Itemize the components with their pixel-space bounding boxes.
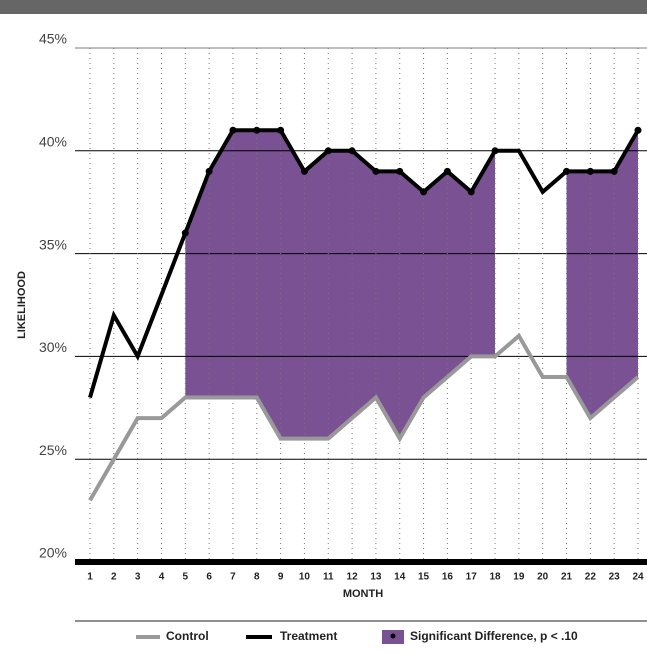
x-tick-label: 12 <box>347 572 359 583</box>
x-tick-label: 4 <box>159 572 165 583</box>
legend-label: Treatment <box>280 629 337 643</box>
x-tick-label: 11 <box>323 572 334 583</box>
significance-dot <box>396 167 404 175</box>
legend-dot <box>390 633 396 639</box>
x-tick-label: 18 <box>489 572 501 583</box>
legend-label: Significant Difference, p < .10 <box>410 629 578 643</box>
significance-dot <box>205 167 213 175</box>
significance-dot <box>420 188 428 196</box>
series-line <box>88 332 640 502</box>
y-tick-label: 35% <box>39 236 67 252</box>
x-tick-label: 21 <box>561 572 573 583</box>
x-tick-label: 3 <box>135 572 141 583</box>
x-axis-label: MONTH <box>343 588 383 600</box>
y-tick-label: 40% <box>39 134 67 150</box>
x-tick-label: 23 <box>609 572 621 583</box>
y-tick-label: 30% <box>39 339 67 355</box>
x-tick-label: 17 <box>466 572 478 583</box>
x-tick-label: 7 <box>230 572 236 583</box>
significance-dot <box>253 126 261 134</box>
y-tick-label: 20% <box>39 545 67 561</box>
x-tick-label: 5 <box>183 572 189 583</box>
y-tick-label: 45% <box>39 31 67 47</box>
x-tick-label: 19 <box>513 572 525 583</box>
x-tick-label: 8 <box>254 572 260 583</box>
x-tick-label: 1 <box>87 572 93 583</box>
x-tick-label: 14 <box>394 572 406 583</box>
significance-dot <box>348 147 356 155</box>
x-tick-label: 16 <box>442 572 454 583</box>
x-tick-label: 10 <box>299 572 311 583</box>
y-tick-label: 25% <box>39 442 67 458</box>
significance-dot <box>586 167 594 175</box>
x-tick-label: 15 <box>418 572 430 583</box>
y-axis-label: LIKELIHOOD <box>16 271 28 339</box>
x-tick-label: 6 <box>206 572 212 583</box>
x-tick-label: 13 <box>370 572 382 583</box>
significance-dot <box>443 167 451 175</box>
significance-dot <box>229 126 237 134</box>
series-line <box>88 128 640 399</box>
x-tick-label: 20 <box>537 572 549 583</box>
significance-dot <box>563 167 571 175</box>
significance-dot <box>491 147 499 155</box>
x-tick-label: 9 <box>278 572 284 583</box>
significance-dot <box>324 147 332 155</box>
legend-label: Control <box>166 629 209 643</box>
significance-area <box>566 130 638 419</box>
x-tick-label: 24 <box>632 572 644 583</box>
top-bar <box>0 0 647 14</box>
significance-dot <box>634 126 642 134</box>
significance-dot <box>300 167 308 175</box>
significance-dot <box>610 167 618 175</box>
x-tick-label: 2 <box>111 572 117 583</box>
significance-area <box>185 130 496 439</box>
significance-dot <box>181 229 189 237</box>
significance-dot <box>277 126 285 134</box>
significance-dot <box>372 167 380 175</box>
significance-dot <box>467 188 475 196</box>
x-tick-label: 22 <box>585 572 597 583</box>
